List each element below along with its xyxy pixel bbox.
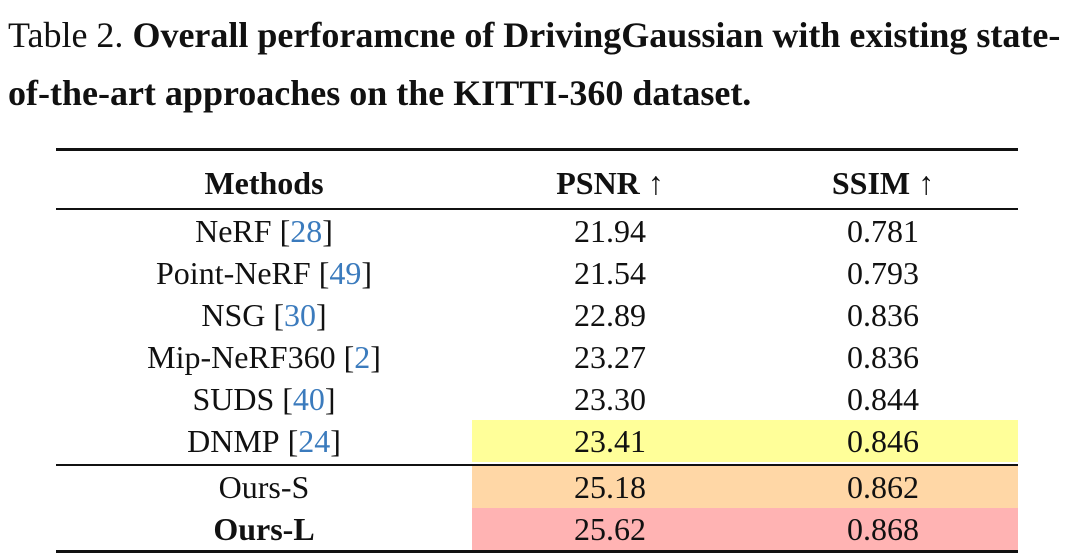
method-cell: Mip-NeRF360 [2] xyxy=(147,338,381,375)
psnr-value: 23.27 xyxy=(574,338,646,375)
psnr-value: 23.30 xyxy=(574,380,646,417)
method-name: NeRF xyxy=(195,212,272,249)
table-bottom-rule xyxy=(56,550,1018,553)
table-header-row: Methods PSNR ↑ SSIM ↑ xyxy=(56,162,1018,204)
citation-link[interactable]: 40 xyxy=(292,380,325,417)
caption-text: Overall perforamcne of DrivingGaussian w… xyxy=(8,15,1061,113)
table-group-rule xyxy=(56,464,1018,466)
method-name: Ours-L xyxy=(213,510,315,547)
table-top-rule xyxy=(56,148,1018,151)
method-name: NSG xyxy=(201,296,266,333)
table-row: NSG [30] 22.89 0.836 xyxy=(56,294,1018,336)
table-row: Ours-S 25.18 0.862 xyxy=(56,466,1018,508)
method-cell: NSG [30] xyxy=(201,296,327,333)
citation-link[interactable]: 28 xyxy=(290,212,323,249)
method-name: SUDS xyxy=(192,380,275,417)
psnr-value-highlighted: 23.41 xyxy=(472,420,748,462)
method-name: Ours-S xyxy=(218,468,310,505)
citation-link[interactable]: 24 xyxy=(298,422,331,459)
method-name: Mip-NeRF360 xyxy=(147,338,336,375)
method-name: Point-NeRF xyxy=(156,254,311,291)
psnr-value: 21.54 xyxy=(574,254,646,291)
ssim-value-highlighted: 0.846 xyxy=(748,420,1018,462)
citation-link[interactable]: 2 xyxy=(354,338,371,375)
caption-label: Table 2. xyxy=(8,15,124,55)
method-cell: Point-NeRF [49] xyxy=(156,254,372,291)
psnr-value-highlighted: 25.18 xyxy=(472,466,748,508)
header-ssim: SSIM ↑ xyxy=(831,164,935,201)
table-row: DNMP [24] 23.41 0.846 xyxy=(56,420,1018,462)
psnr-value-highlighted: 25.62 xyxy=(472,508,748,550)
method-cell: NeRF [28] xyxy=(195,212,333,249)
method-name: DNMP xyxy=(187,422,280,459)
ssim-value-highlighted: 0.868 xyxy=(748,508,1018,550)
ssim-value: 0.793 xyxy=(847,254,919,291)
ssim-value: 0.781 xyxy=(847,212,919,249)
table-row: Ours-L 25.62 0.868 xyxy=(56,508,1018,550)
ssim-value: 0.836 xyxy=(847,338,919,375)
method-cell: DNMP [24] xyxy=(187,422,341,459)
table-row: SUDS [40] 23.30 0.844 xyxy=(56,378,1018,420)
method-cell: Ours-S xyxy=(56,466,472,508)
header-psnr: PSNR ↑ xyxy=(556,164,664,201)
ssim-value-highlighted: 0.862 xyxy=(748,466,1018,508)
ssim-value: 0.836 xyxy=(847,296,919,333)
header-methods: Methods xyxy=(204,164,324,201)
method-cell: Ours-L xyxy=(56,508,472,550)
table-row: NeRF [28] 21.94 0.781 xyxy=(56,210,1018,252)
ssim-value: 0.844 xyxy=(847,380,919,417)
citation-link[interactable]: 30 xyxy=(284,296,316,333)
table-row: Point-NeRF [49] 21.54 0.793 xyxy=(56,252,1018,294)
table-row: Mip-NeRF360 [2] 23.27 0.836 xyxy=(56,336,1018,378)
method-cell: SUDS [40] xyxy=(192,380,336,417)
psnr-value: 22.89 xyxy=(574,296,646,333)
table-header-rule xyxy=(56,208,1018,210)
table-caption: Table 2. Overall perforamcne of DrivingG… xyxy=(8,6,1076,122)
citation-link[interactable]: 49 xyxy=(329,254,362,291)
psnr-value: 21.94 xyxy=(574,212,646,249)
